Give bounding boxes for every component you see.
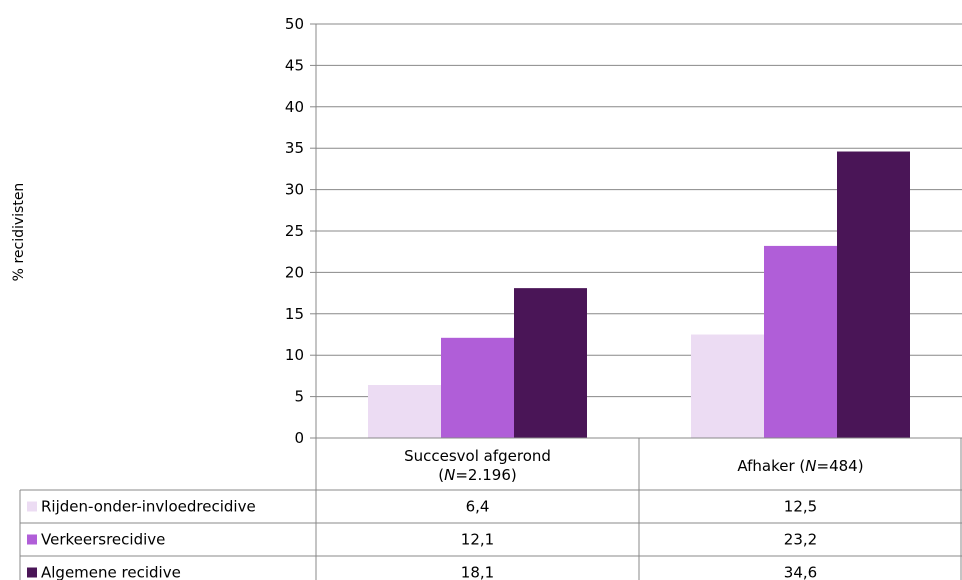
legend-label: Rijden-onder-invloedrecidive xyxy=(41,498,256,516)
legend-key xyxy=(27,567,37,578)
data-label: 23,2 xyxy=(784,531,817,549)
bar xyxy=(764,245,837,438)
legend-label: Verkeersrecidive xyxy=(41,531,165,549)
gridlines xyxy=(316,23,962,398)
y-tick-label: 0 xyxy=(294,429,304,447)
legend-label: Algemene recidive xyxy=(41,564,181,580)
y-tick-label: 30 xyxy=(285,181,304,199)
y-tick-label: 25 xyxy=(285,222,304,240)
y-tick-label: 20 xyxy=(285,263,304,281)
y-tick-label: 40 xyxy=(285,98,304,116)
y-tick-label: 45 xyxy=(285,56,304,74)
data-label: 12,5 xyxy=(784,498,817,516)
category-label-sub: (N=2.196) xyxy=(438,466,516,484)
bar xyxy=(691,334,764,438)
bar xyxy=(368,385,441,438)
y-tick-label: 10 xyxy=(285,346,304,364)
data-label: 34,6 xyxy=(784,564,817,580)
y-tick-label: 5 xyxy=(294,388,304,406)
data-table: Succesvol afgerond(N=2.196) Afhaker (N=48… xyxy=(19,438,962,580)
bar xyxy=(837,151,910,438)
data-label: 18,1 xyxy=(461,564,494,580)
category-label: Succesvol afgerond xyxy=(404,447,551,465)
category-label: Afhaker (N=484) xyxy=(737,457,863,475)
data-label: 12,1 xyxy=(461,531,494,549)
bar xyxy=(514,288,587,438)
axes: 0 5 10 15 20 25 30 35 40 45 50 xyxy=(285,15,962,447)
bars xyxy=(368,151,910,438)
y-tick-label: 15 xyxy=(285,305,304,323)
data-label: 6,4 xyxy=(466,498,490,516)
y-axis-label: % recidivisten xyxy=(11,183,27,282)
bar xyxy=(441,337,514,438)
legend-key xyxy=(27,534,37,545)
y-tick-label: 35 xyxy=(285,139,304,157)
legend-key xyxy=(27,501,37,512)
y-tick-label: 50 xyxy=(285,15,304,33)
